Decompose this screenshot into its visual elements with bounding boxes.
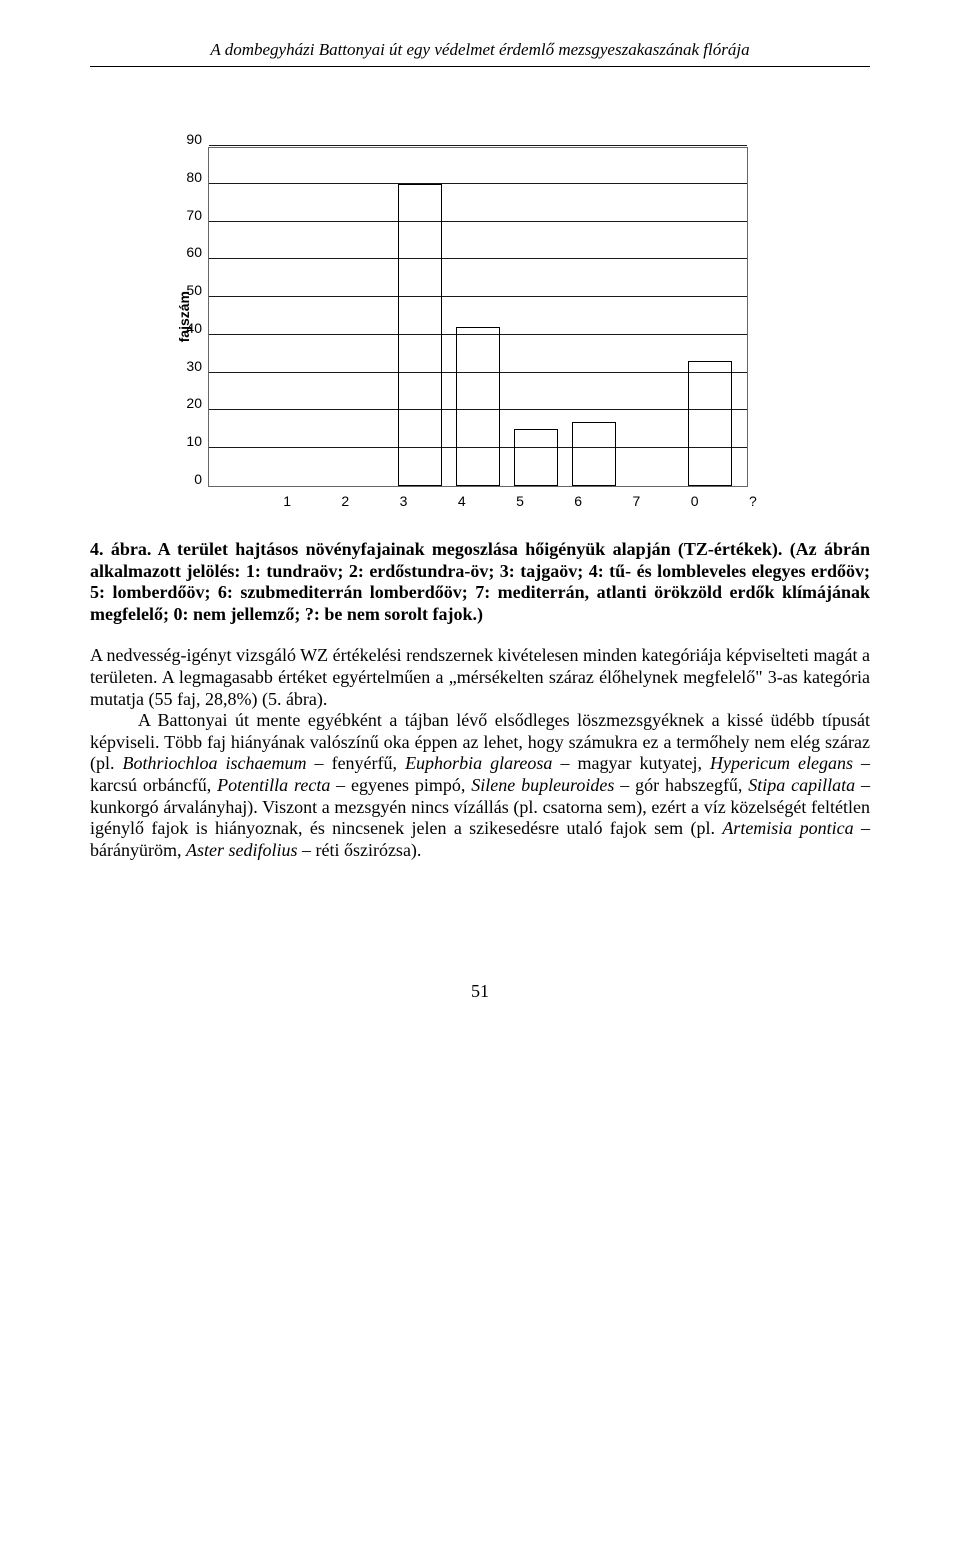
paragraph-1: A nedvesség-igényt vizsgáló WZ értékelés… [90,645,870,710]
gridline [209,183,747,184]
x-tick: 1 [265,493,309,509]
gridline [209,447,747,448]
page-number: 51 [90,981,870,1002]
gridline [209,372,747,373]
plot-area [208,147,748,487]
x-tick: 3 [382,493,426,509]
bar [572,422,616,486]
gridline [209,409,747,410]
x-axis-ticks: 12345670? [250,487,790,509]
x-tick: 6 [556,493,600,509]
x-tick: 2 [323,493,367,509]
x-tick: 5 [498,493,542,509]
x-tick: 4 [440,493,484,509]
x-tick: ? [731,493,775,509]
caption-text: A terület hajtásos növényfajainak megosz… [90,539,870,624]
x-tick: 0 [673,493,717,509]
gridline [209,145,747,146]
x-tick: 7 [614,493,658,509]
bar [456,327,500,486]
gridline [209,334,747,335]
gridline [209,296,747,297]
bar [398,184,442,486]
bar [514,429,558,486]
figure-caption: 4. ábra. A terület hajtásos növényfajain… [90,539,870,625]
running-header: A dombegyházi Battonyai út egy védelmet … [90,40,870,67]
paragraph-2: A Battonyai út mente egyébként a tájban … [90,710,870,861]
gridline [209,258,747,259]
bars-container [209,148,747,486]
body-text: A nedvesség-igényt vizsgáló WZ értékelés… [90,645,870,861]
bar-chart: fajszám 9080706050403020100 12345670? [170,147,790,509]
gridline [209,221,747,222]
bar [688,361,732,486]
caption-number: 4. ábra. [90,539,151,559]
